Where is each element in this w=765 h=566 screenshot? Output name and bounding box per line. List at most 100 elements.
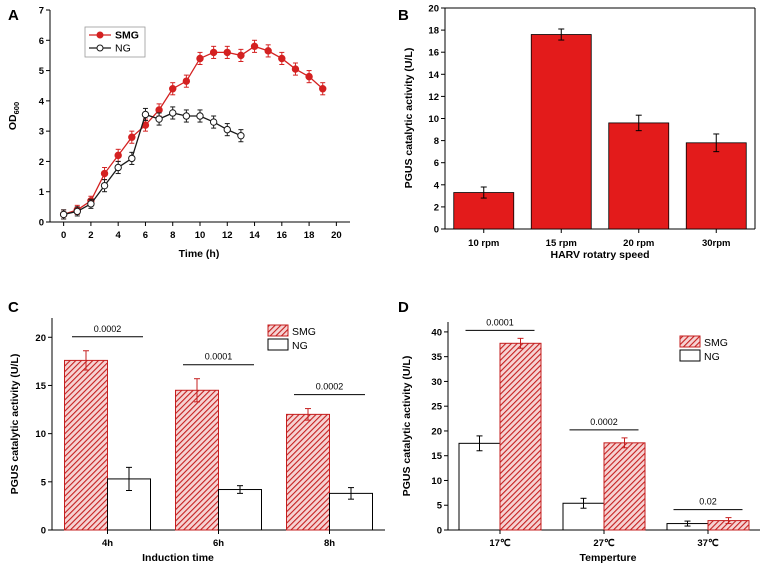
y-tick-label: 40 — [431, 327, 442, 338]
y-tick-label: 6 — [39, 36, 44, 47]
x-tick-label: 2 — [88, 230, 93, 241]
data-point — [100, 181, 109, 190]
legend-swatch — [679, 335, 701, 348]
x-tick-label: 10 — [195, 230, 206, 241]
x-tick-label: 20 — [331, 230, 342, 241]
p-value-label: 0.0002 — [316, 382, 344, 392]
legend-marker — [96, 44, 104, 52]
category-label: 10 rpm — [468, 238, 499, 249]
y-tick-label: 25 — [431, 402, 442, 413]
y-axis-label: PGUS catalytic activity (U/L) — [9, 354, 21, 495]
y-tick-label: 20 — [35, 333, 46, 344]
y-axis-label: PGUS catalytic activity (U/L) — [403, 48, 415, 189]
data-point — [182, 77, 191, 85]
bar-smg — [286, 413, 330, 531]
bar — [453, 192, 515, 230]
data-point — [87, 200, 95, 208]
error-bar — [305, 408, 311, 421]
y-axis-label-subscript: 600 — [12, 102, 21, 115]
y-tick-label: 0 — [39, 218, 44, 229]
legend-swatch — [267, 324, 289, 337]
y-tick-label: 3 — [39, 127, 44, 138]
legend: SMG NG — [267, 324, 316, 352]
y-tick-label: 20 — [431, 426, 442, 437]
x-axis-label: HARV rotatry speed — [550, 249, 649, 261]
error-bar — [580, 497, 587, 509]
data-point — [114, 151, 122, 160]
x-axis-label: Temperture — [580, 552, 637, 564]
data-point — [305, 72, 313, 81]
data-point — [209, 48, 218, 57]
x-tick-label: 0 — [61, 230, 66, 241]
legend-marker — [96, 31, 104, 39]
x-tick-label: 8 — [170, 230, 175, 241]
y-tick-label: 0 — [434, 225, 439, 236]
data-point — [59, 210, 68, 219]
legend-swatch — [267, 338, 289, 351]
data-point — [182, 112, 191, 120]
y-tick-label: 2 — [434, 202, 439, 213]
data-point — [114, 163, 122, 172]
category-label: 20 rpm — [623, 238, 654, 249]
bar-smg — [175, 389, 219, 531]
x-tick-label: 16 — [277, 230, 288, 241]
data-point — [169, 109, 177, 117]
error-bar — [126, 466, 132, 491]
bar — [685, 142, 747, 230]
panel-label-d: D — [398, 299, 409, 316]
y-tick-label: 4 — [434, 180, 440, 191]
category-label: 4h — [102, 538, 113, 549]
data-point — [237, 51, 245, 60]
legend-label: SMG — [115, 30, 139, 42]
p-value-label: 0.0002 — [94, 324, 122, 334]
y-tick-label: 0 — [437, 526, 442, 537]
category-label: 27℃ — [593, 538, 615, 549]
y-tick-label: 0 — [41, 526, 46, 537]
error-bar — [348, 487, 354, 500]
x-axis-label: Time (h) — [179, 248, 220, 260]
data-point — [141, 110, 150, 119]
y-tick-label: 20 — [428, 4, 439, 15]
panel-label-b: B — [398, 7, 409, 24]
y-tick-label: 1 — [39, 187, 45, 198]
x-tick-label: 14 — [249, 230, 260, 241]
y-tick-label: 14 — [428, 70, 439, 81]
y-tick-label: 16 — [428, 48, 439, 59]
legend-label: NG — [704, 351, 720, 363]
category-label: 15 rpm — [546, 238, 577, 249]
y-tick-label: 10 — [35, 429, 46, 440]
y-tick-label: 10 — [428, 114, 439, 125]
error-bar — [517, 337, 524, 349]
y-tick-label: 15 — [431, 451, 442, 462]
y-tick-label: 10 — [431, 476, 442, 487]
legend-box — [84, 26, 146, 58]
bar — [608, 122, 670, 230]
panel-label-a: A — [8, 7, 19, 24]
bar-ng — [218, 489, 262, 531]
legend-label: SMG — [292, 326, 316, 338]
y-tick-label: 4 — [39, 96, 45, 107]
legend-label: NG — [292, 340, 308, 352]
error-bar — [194, 378, 200, 403]
y-tick-label: 8 — [434, 136, 439, 147]
p-value-label: 0.0001 — [486, 317, 514, 327]
data-point — [264, 47, 272, 55]
y-tick-label: 5 — [39, 66, 45, 77]
error-bar — [476, 435, 483, 452]
data-point — [155, 106, 163, 114]
y-tick-label: 12 — [428, 92, 439, 103]
x-tick-label: 12 — [222, 230, 233, 241]
x-tick-label: 18 — [304, 230, 315, 241]
legend-label: NG — [115, 43, 131, 55]
data-point — [278, 54, 286, 63]
x-tick-label: 4 — [116, 230, 122, 241]
error-bar — [684, 520, 691, 527]
category-label: 17℃ — [489, 538, 511, 549]
error-bar — [635, 114, 642, 132]
error-bar — [621, 437, 628, 449]
bar-smg — [499, 342, 542, 531]
data-point — [223, 125, 231, 134]
data-point — [319, 85, 327, 93]
